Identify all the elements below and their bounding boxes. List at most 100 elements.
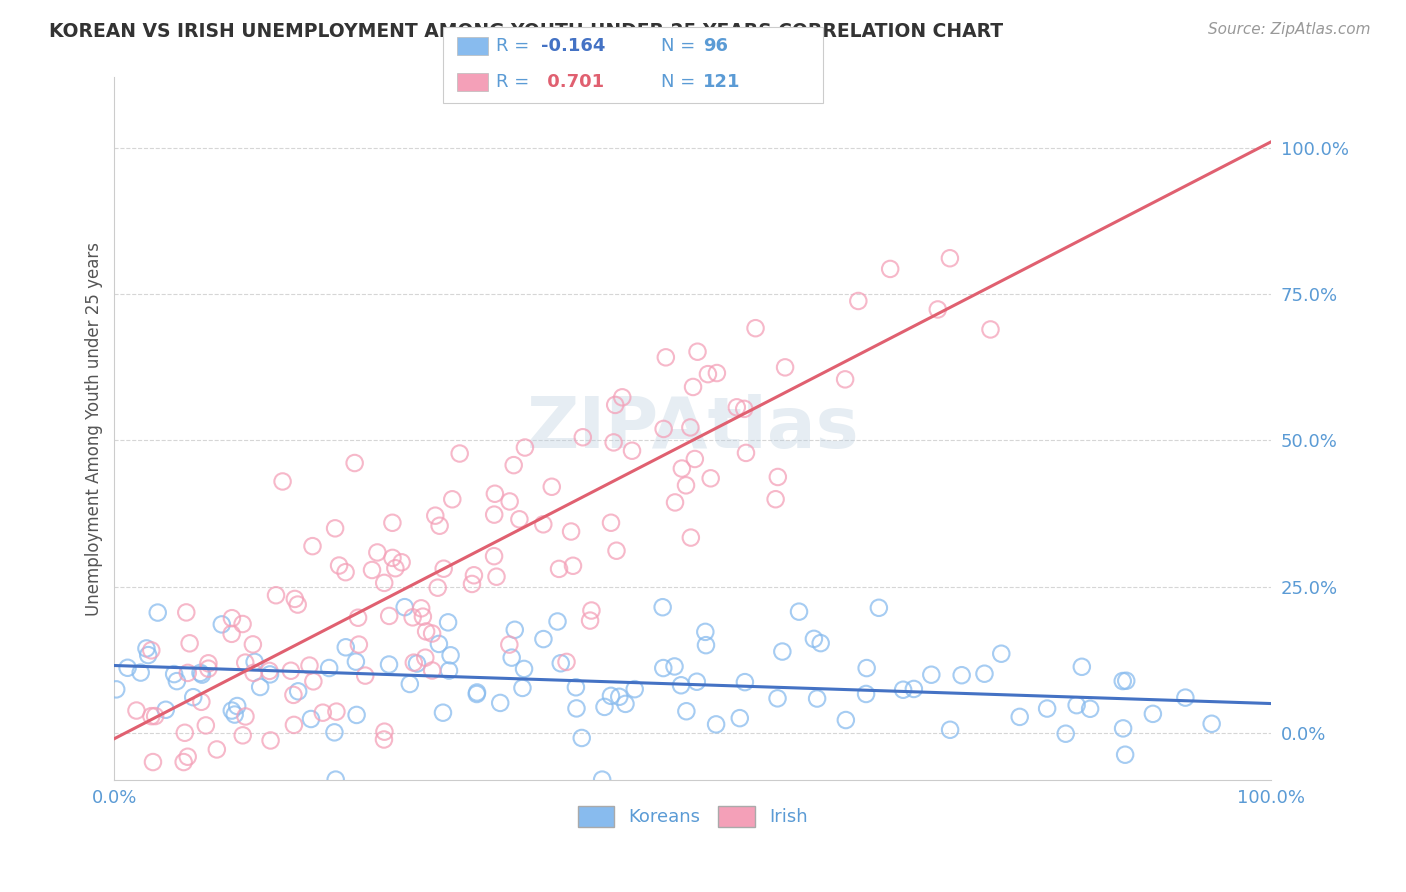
Point: [191, 667, 214, 681]
Point: [373, 724, 395, 739]
Point: [413, 650, 436, 665]
Point: [325, 705, 347, 719]
Point: [489, 696, 512, 710]
Point: [233, 656, 256, 670]
Point: [593, 700, 616, 714]
Point: [803, 632, 825, 646]
Point: [572, 430, 595, 444]
Point: [173, 726, 195, 740]
Point: [1174, 690, 1197, 705]
Point: [433, 562, 456, 576]
Point: [129, 665, 152, 680]
Point: [810, 636, 832, 650]
Point: [744, 321, 766, 335]
Point: [242, 665, 264, 680]
Point: [565, 701, 588, 715]
Point: [1078, 702, 1101, 716]
Point: [412, 609, 434, 624]
Point: [318, 661, 340, 675]
Point: [766, 470, 789, 484]
Point: [344, 655, 367, 669]
Point: [312, 706, 335, 720]
Point: [420, 626, 443, 640]
Point: [699, 471, 721, 485]
Point: [682, 380, 704, 394]
Point: [686, 344, 709, 359]
Point: [143, 709, 166, 723]
Point: [806, 691, 828, 706]
Point: [501, 650, 523, 665]
Point: [612, 390, 634, 404]
Text: 121: 121: [703, 73, 741, 91]
Point: [605, 543, 627, 558]
Point: [508, 512, 530, 526]
Point: [562, 558, 585, 573]
Point: [181, 690, 204, 705]
Point: [735, 446, 758, 460]
Point: [725, 401, 748, 415]
Point: [1112, 722, 1135, 736]
Point: [280, 664, 302, 678]
Point: [498, 638, 520, 652]
Point: [205, 742, 228, 756]
Point: [283, 688, 305, 702]
Point: [950, 668, 973, 682]
Y-axis label: Unemployment Among Youth under 25 years: Unemployment Among Youth under 25 years: [86, 242, 103, 615]
Point: [437, 664, 460, 678]
Point: [770, 644, 793, 658]
Point: [226, 699, 249, 714]
Point: [728, 711, 751, 725]
Point: [426, 581, 449, 595]
Point: [449, 446, 471, 460]
Point: [679, 531, 702, 545]
Point: [484, 487, 506, 501]
Point: [835, 713, 858, 727]
Point: [1036, 701, 1059, 715]
Point: [259, 664, 281, 678]
Point: [439, 648, 461, 663]
Point: [155, 703, 177, 717]
Point: [366, 545, 388, 559]
Point: [664, 659, 686, 673]
Point: [621, 443, 644, 458]
Point: [704, 717, 727, 731]
Point: [1115, 673, 1137, 688]
Point: [259, 667, 281, 681]
Point: [565, 681, 588, 695]
Point: [560, 524, 582, 539]
Point: [1112, 673, 1135, 688]
Point: [623, 682, 645, 697]
Point: [177, 665, 200, 680]
Point: [166, 674, 188, 689]
Point: [1070, 660, 1092, 674]
Point: [979, 322, 1001, 336]
Point: [706, 366, 728, 380]
Point: [555, 655, 578, 669]
Point: [301, 539, 323, 553]
Point: [427, 637, 450, 651]
Point: [571, 731, 593, 745]
Text: R =: R =: [496, 37, 536, 55]
Point: [221, 704, 243, 718]
Point: [540, 480, 562, 494]
Point: [765, 492, 787, 507]
Point: [146, 606, 169, 620]
Point: [437, 615, 460, 630]
Point: [335, 640, 357, 655]
Point: [381, 550, 404, 565]
Point: [655, 351, 678, 365]
Point: [579, 614, 602, 628]
Point: [441, 492, 464, 507]
Point: [591, 772, 613, 787]
Point: [607, 690, 630, 704]
Point: [163, 667, 186, 681]
Point: [224, 707, 246, 722]
Point: [105, 682, 128, 697]
Point: [197, 662, 219, 676]
Point: [686, 674, 709, 689]
Point: [373, 575, 395, 590]
Point: [834, 372, 856, 386]
Point: [773, 360, 796, 375]
Point: [117, 661, 139, 675]
Point: [347, 638, 370, 652]
